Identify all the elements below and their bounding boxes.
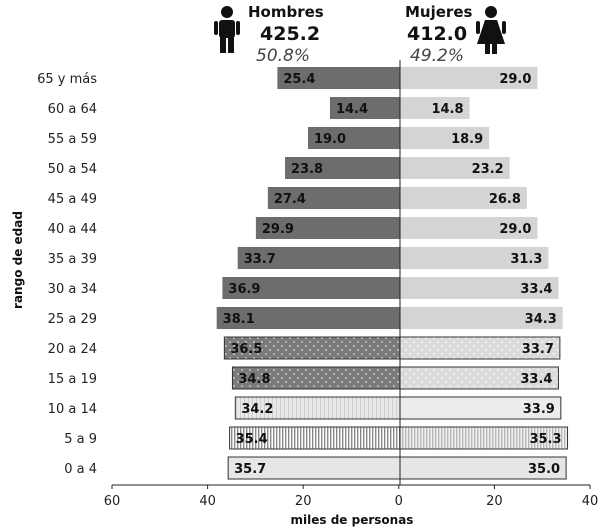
age-group-label: 0 a 4 <box>64 462 97 477</box>
female-total-value: 412.0 <box>407 23 467 45</box>
bar-hombres <box>267 187 400 209</box>
y-axis-title: rango de edad <box>11 211 25 309</box>
bar-label-mujeres: 35.3 <box>529 432 561 447</box>
age-group-label: 20 a 24 <box>48 342 97 357</box>
male-total-percent: 50.8% <box>256 46 310 66</box>
x-tick-label: 20 <box>486 494 503 509</box>
bar-label-hombres: 25.4 <box>283 72 315 87</box>
bar-mujeres <box>400 247 549 269</box>
bar-hombres <box>237 247 400 269</box>
bar-hombres <box>285 157 400 179</box>
bar-label-mujeres: 35.0 <box>528 462 560 477</box>
bar-label-mujeres: 23.2 <box>472 162 504 177</box>
age-group-label: 10 a 14 <box>48 402 97 417</box>
bar-label-hombres: 36.9 <box>228 282 260 297</box>
bar-hombres <box>329 97 400 119</box>
bar-label-hombres: 14.4 <box>336 102 368 117</box>
bar-label-mujeres: 29.0 <box>499 72 531 87</box>
bar-mujeres <box>400 157 510 179</box>
x-axis: 60 40 20 0 20 40 <box>104 484 599 509</box>
bar-label-mujeres: 34.3 <box>525 312 557 327</box>
bar-label-hombres: 35.7 <box>234 462 266 477</box>
bars-layer <box>216 67 569 480</box>
bar-label-hombres: 36.5 <box>230 342 262 357</box>
bar-mujeres <box>400 187 527 209</box>
bar-label-mujeres: 33.4 <box>520 372 552 387</box>
male-total-label: Hombres <box>248 3 324 21</box>
bar-label-hombres: 34.2 <box>241 402 273 417</box>
bar-hombres <box>216 307 400 329</box>
bar-hombres <box>222 277 400 299</box>
bar-mujeres <box>400 277 559 299</box>
age-group-label: 30 a 34 <box>48 282 97 297</box>
x-tick-label: 40 <box>199 494 216 509</box>
bar-mujeres <box>400 127 490 149</box>
x-tick-label: 0 <box>395 494 403 509</box>
female-total-percent: 49.2% <box>410 46 464 66</box>
bar-label-hombres: 35.4 <box>236 432 268 447</box>
bar-mujeres <box>400 307 563 329</box>
female-person-icon <box>476 6 506 54</box>
bar-label-hombres: 33.7 <box>244 252 276 267</box>
bar-hombres <box>255 217 400 239</box>
bar-label-hombres: 29.9 <box>262 222 294 237</box>
age-group-label: 55 a 59 <box>48 132 97 147</box>
age-group-label: 35 a 39 <box>48 252 97 267</box>
bar-label-mujeres: 29.0 <box>499 222 531 237</box>
female-total-label: Mujeres <box>405 3 472 21</box>
age-group-labels: 65 y más 60 a 64 55 a 59 50 a 54 45 a 49 40 a… <box>37 72 97 477</box>
bar-value-labels: 25.4 29.0 14.4 14.8 19.0 18.9 23.8 23.2 27.4 26.8… <box>223 72 562 477</box>
bar-label-mujeres: 33.7 <box>522 342 554 357</box>
bar-label-mujeres: 31.3 <box>510 252 542 267</box>
bar-hombres <box>307 127 400 149</box>
bar-mujeres <box>400 97 470 119</box>
age-group-label: 25 a 29 <box>48 312 97 327</box>
bar-label-hombres: 34.8 <box>238 372 270 387</box>
bar-hombres <box>277 67 400 89</box>
age-group-label: 45 a 49 <box>48 192 97 207</box>
bar-label-mujeres: 33.4 <box>520 282 552 297</box>
age-group-label: 40 a 44 <box>48 222 97 237</box>
bar-label-hombres: 23.8 <box>291 162 323 177</box>
bar-label-hombres: 38.1 <box>223 312 255 327</box>
bar-label-mujeres: 26.8 <box>489 192 521 207</box>
bar-label-hombres: 27.4 <box>274 192 306 207</box>
age-group-label: 60 a 64 <box>48 102 97 117</box>
bar-label-mujeres: 18.9 <box>451 132 483 147</box>
bar-mujeres <box>400 67 538 89</box>
female-header: Mujeres 412.0 49.2% <box>405 3 506 66</box>
x-tick-label: 20 <box>295 494 312 509</box>
age-group-label: 65 y más <box>37 72 97 87</box>
x-tick-label: 40 <box>582 494 599 509</box>
x-axis-title: miles de personas <box>291 513 414 527</box>
male-person-icon <box>214 6 240 53</box>
bar-mujeres <box>400 217 538 239</box>
male-total-value: 425.2 <box>260 23 320 45</box>
bar-label-hombres: 19.0 <box>314 132 346 147</box>
bar-label-mujeres: 14.8 <box>431 102 463 117</box>
bar-label-mujeres: 33.9 <box>523 402 555 417</box>
age-group-label: 50 a 54 <box>48 162 97 177</box>
age-group-label: 5 a 9 <box>64 432 97 447</box>
x-tick-label: 60 <box>104 494 121 509</box>
age-group-label: 15 a 19 <box>48 372 97 387</box>
male-header: Hombres 425.2 50.8% <box>214 3 324 66</box>
